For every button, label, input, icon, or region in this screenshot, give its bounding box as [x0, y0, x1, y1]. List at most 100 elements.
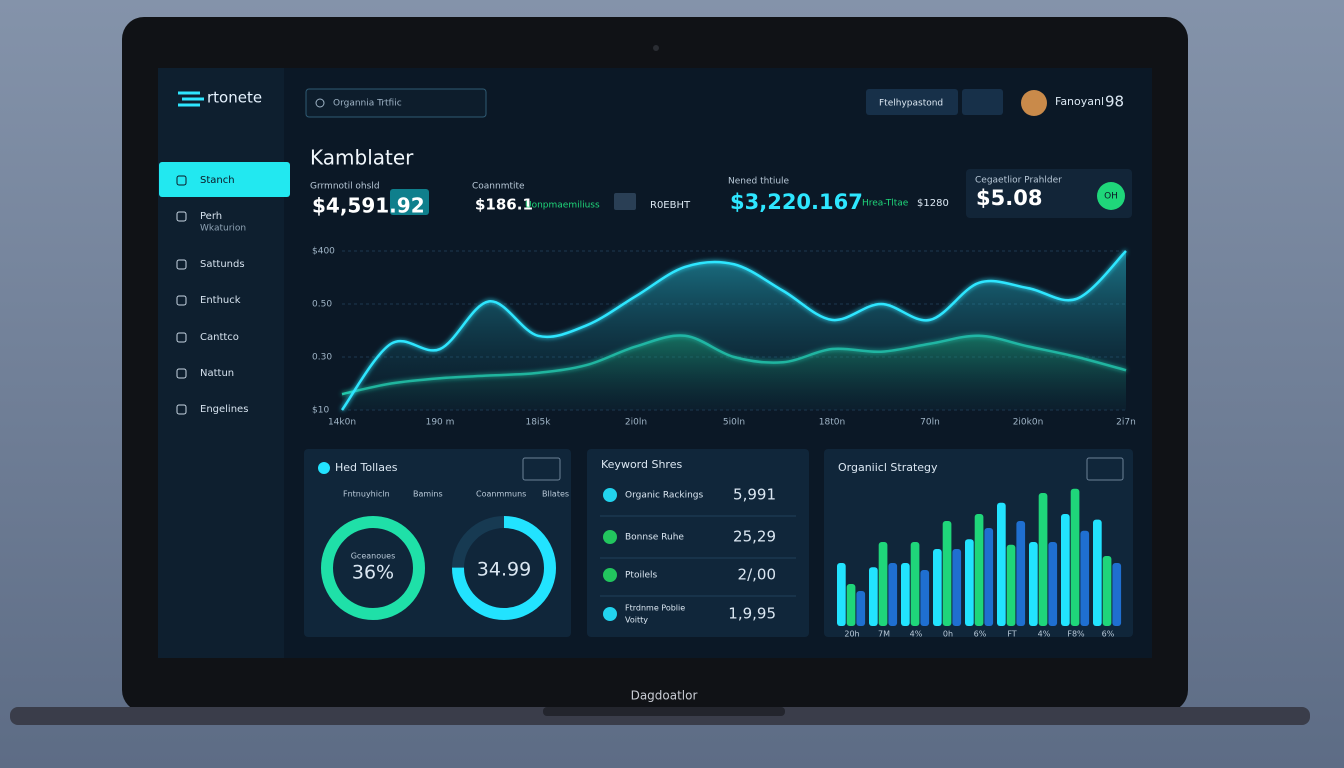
nav-icon: [176, 175, 187, 186]
next-button[interactable]: [614, 193, 636, 210]
dropdown-text: Ftelhypastond: [879, 99, 943, 109]
nav-icon: [176, 295, 187, 306]
x-tick-label: 6%: [1102, 630, 1115, 639]
nav-active[interactable]: [159, 162, 290, 197]
nav-item[interactable]: Nattun: [200, 368, 234, 379]
x-tick-label: 2i0ln: [625, 418, 647, 428]
bar: [910, 542, 920, 626]
x-tick-label: 4%: [910, 630, 923, 639]
kpi-note: Uonpmaemiliuss: [525, 201, 600, 211]
bar: [984, 528, 994, 626]
keyword-panel: [587, 449, 809, 637]
kpi-badge-circle: [1097, 182, 1125, 210]
kpi-label: Nened thtiule: [728, 177, 790, 187]
bar: [1048, 542, 1058, 626]
logo-icon: [178, 91, 204, 107]
x-tick-label: 7M: [878, 630, 890, 639]
y-tick-label: 0.30: [312, 353, 332, 363]
row-dot: [603, 568, 617, 582]
nav-icon: [176, 404, 187, 415]
donut-caption: Gceanoues: [351, 552, 396, 561]
x-tick-label: 4%: [1038, 630, 1051, 639]
search-text: Organnia Trtfiic: [333, 99, 402, 109]
row-dot: [603, 530, 617, 544]
avatar[interactable]: [1021, 90, 1047, 116]
x-tick-label: F8%: [1067, 630, 1085, 639]
bar: [1112, 563, 1122, 626]
title-dot: [318, 462, 330, 474]
donut-label: 36%: [352, 562, 394, 584]
bar: [1061, 514, 1070, 626]
donut-arc: [452, 516, 556, 620]
kpi-extra: $1280: [917, 198, 949, 209]
kpi-label: Grrmnotil ohsld: [310, 182, 380, 192]
kpi-badge: [390, 189, 429, 215]
bar: [997, 502, 1006, 626]
nav-item[interactable]: Stanch: [200, 175, 235, 186]
nav-item[interactable]: Sattunds: [200, 259, 245, 270]
column-label: Bamins: [413, 490, 443, 499]
row-dot: [603, 488, 617, 502]
nav-icon: [176, 259, 187, 270]
nav-item[interactable]: Engelines: [200, 404, 248, 415]
nav-icon: [176, 211, 187, 222]
kpi-badge-text: OH: [1104, 192, 1118, 202]
kpi-value: $5.08: [976, 186, 1042, 210]
row-value: 5,991: [733, 486, 776, 504]
panel-button[interactable]: [1086, 457, 1124, 481]
row-label: Ftrdnme Poblie: [625, 604, 685, 613]
x-tick-label: 190 m: [426, 418, 455, 428]
bar: [942, 521, 952, 626]
nav-item[interactable]: Enthuck: [200, 295, 241, 306]
row-dot: [603, 607, 617, 621]
kpi-value: $3,220.167: [730, 190, 863, 214]
y-tick-label: 0.50: [312, 300, 332, 310]
search-box[interactable]: [305, 88, 487, 118]
nav-subitem: Wkaturion: [200, 224, 246, 234]
row-label: Bonnse Ruhe: [625, 533, 684, 543]
panel-button[interactable]: [522, 457, 561, 481]
bar: [1093, 519, 1102, 626]
bar: [1029, 542, 1038, 626]
x-tick-label: 2i0k0n: [1013, 418, 1044, 428]
x-tick-label: 6%: [974, 630, 987, 639]
x-tick-label: 5i0ln: [723, 418, 745, 428]
page-title: Kamblater: [310, 146, 414, 170]
panel-title: Hed Tollaes: [335, 461, 398, 474]
row-value: 2/,00: [738, 566, 776, 584]
kpi-value: $186.1: [475, 196, 533, 214]
kpi-extra: R0EBHT: [650, 200, 691, 211]
x-tick-label: FT: [1007, 630, 1016, 639]
icon-button[interactable]: [962, 89, 1003, 115]
bar: [856, 591, 866, 626]
bezel-label: Dagdoatlor: [631, 689, 698, 703]
user-name: Fanoyanl: [1055, 95, 1104, 108]
panel-title: Keyword Shres: [601, 458, 682, 471]
hinge-notch: [543, 707, 785, 716]
column-label: Bllates: [542, 490, 569, 499]
donut-arc: [321, 516, 425, 620]
row-label: Voitty: [625, 616, 648, 625]
line: [340, 250, 1127, 411]
x-tick-label: 18i5k: [526, 418, 552, 428]
bar: [869, 567, 878, 626]
bar: [901, 563, 910, 626]
sidebar: [158, 68, 284, 658]
donut-panel: [304, 449, 571, 637]
bar: [974, 514, 984, 626]
x-tick-label: 20h: [844, 630, 859, 639]
search-icon: [315, 98, 325, 108]
nav-item[interactable]: Perh: [200, 211, 222, 222]
dropdown[interactable]: [866, 89, 958, 115]
y-tick-label: $10: [312, 406, 329, 416]
bar: [920, 570, 930, 626]
nav-item[interactable]: Canttco: [200, 332, 239, 343]
bar: [952, 549, 962, 626]
x-tick-label: 0h: [943, 630, 953, 639]
bar: [846, 584, 856, 626]
row-label: Ptoilels: [625, 571, 658, 581]
user-count: 98: [1105, 93, 1124, 111]
kpi-label: Coannmtite: [472, 182, 525, 192]
